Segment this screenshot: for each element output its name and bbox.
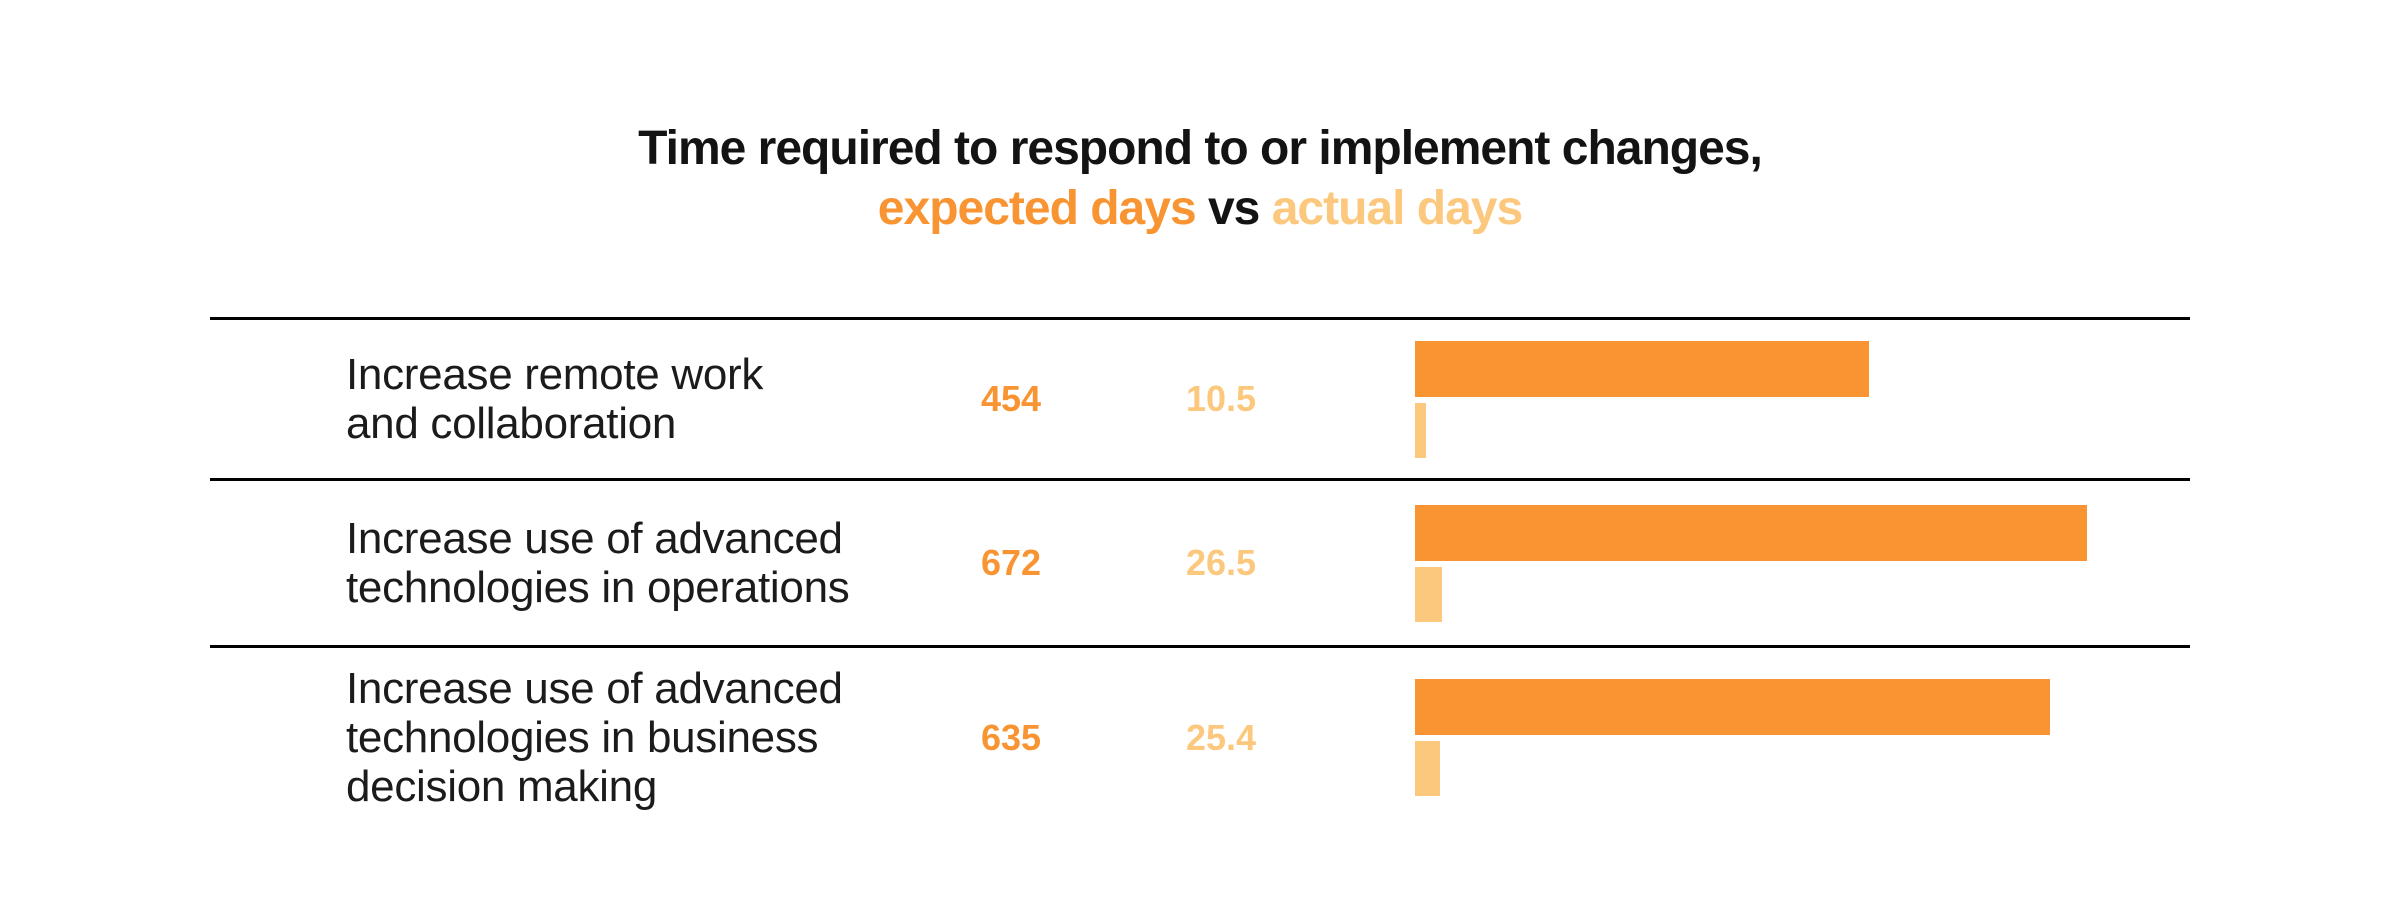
table-row: Increase use of advanced technologies in … (210, 478, 2190, 645)
chart-title-line1: Time required to respond to or implement… (638, 122, 1763, 175)
actual-days-value: 10.5 (1185, 378, 1257, 419)
actual-days-value: 26.5 (1185, 542, 1257, 583)
expected-days-bar (1415, 340, 1869, 397)
chart-title: Time required to respond to or implement… (0, 120, 2400, 240)
row-label: Increase use of advanced technologies in … (346, 664, 843, 811)
chart-title-line2: expected days vs actual days (0, 178, 2400, 240)
expected-days-value: 454 (980, 378, 1042, 419)
expected-days-value: 672 (980, 542, 1042, 583)
actual-days-bar (1415, 741, 1441, 796)
legend-actual-label: actual days (1271, 182, 1523, 235)
expected-days-value: 635 (980, 716, 1042, 758)
actual-days-bar (1415, 402, 1426, 458)
legend-vs-label: vs (1207, 182, 1260, 235)
bars-cell (1326, 320, 2190, 478)
expected-days-bar (1415, 504, 2087, 561)
table-row: Increase remote work and collaboration 45… (210, 317, 2190, 478)
actual-days-value: 25.4 (1185, 716, 1257, 758)
table-row: Increase use of advanced technologies in … (210, 645, 2190, 827)
bars-cell (1326, 481, 2190, 645)
row-label: Increase use of advanced technologies in … (346, 514, 850, 612)
comparison-table: Increase remote work and collaboration 45… (210, 317, 2190, 827)
row-label: Increase remote work and collaboration (346, 350, 764, 448)
actual-days-bar (1415, 566, 1442, 622)
legend-expected-label: expected days (877, 182, 1197, 235)
expected-days-bar (1415, 679, 2050, 735)
bars-cell (1326, 648, 2190, 827)
